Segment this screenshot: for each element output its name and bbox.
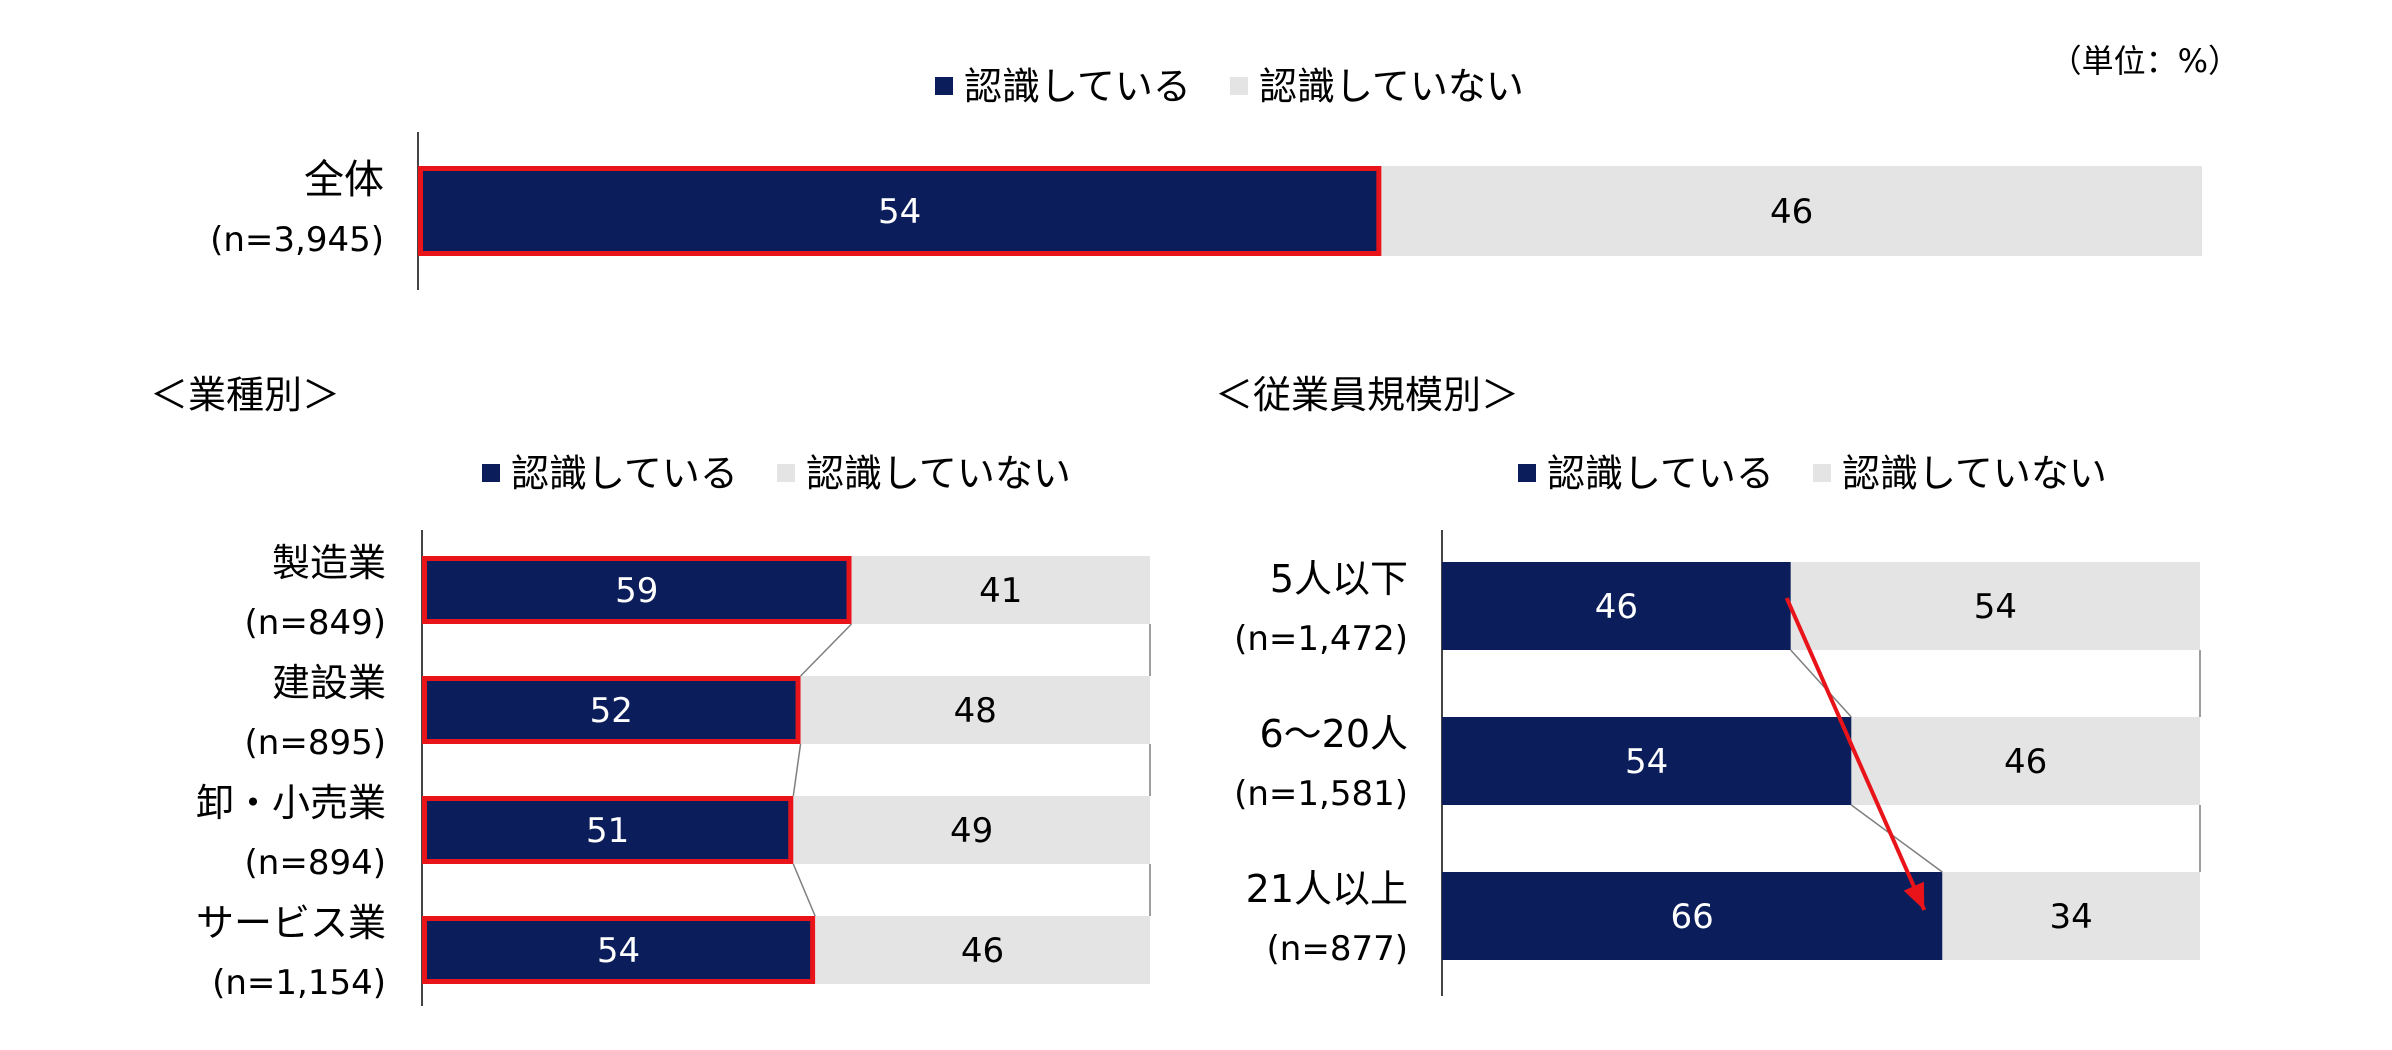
industry-value-label-recognize: 52: [590, 691, 633, 731]
industry-bar-not-recognize: [800, 676, 1150, 744]
industry-sample-size-label: (n=1,154): [212, 963, 386, 1003]
industry-connector-line: [800, 623, 853, 677]
industry-category-label: 卸・小売業: [196, 781, 386, 825]
size-bar-recognize: [1442, 717, 1852, 805]
industry-connector-line: [792, 743, 802, 797]
size-value-label-recognize: 66: [1671, 897, 1714, 937]
industry-bar-recognize: [422, 556, 852, 624]
industry-legend-swatch-recognize: [482, 464, 500, 482]
industry-value-label-not-recognize: 46: [961, 931, 1004, 971]
industry-connector-line: [792, 863, 816, 917]
industry-legend-label-not-recognize: 認識していない: [806, 452, 1071, 496]
size-sample-size-label: (n=877): [1267, 929, 1408, 969]
industry-bar-not-recognize: [793, 796, 1150, 864]
overall-value-label-not-recognize: 46: [1770, 192, 1813, 232]
size-sample-size-label: (n=1,472): [1234, 619, 1408, 659]
industry-value-label-not-recognize: 49: [950, 811, 993, 851]
size-connector-line: [1850, 804, 1943, 873]
trend-arrow-head: [1903, 881, 1925, 910]
overall-legend-label-recognize: 認識している: [964, 65, 1191, 109]
industry-legend-swatch-not-recognize: [777, 464, 795, 482]
trend-arrow-line: [1784, 597, 1927, 911]
overall-bar-recognize: [418, 166, 1382, 256]
industry-sample-size-label: (n=895): [245, 723, 386, 763]
industry-category-label: 建設業: [272, 661, 386, 705]
size-connector-line: [1790, 649, 1852, 718]
industry-value-label-not-recognize: 41: [979, 571, 1022, 611]
industry-bar-recognize: [422, 796, 794, 864]
overall-value-label-recognize: 54: [878, 192, 921, 232]
size-value-label-not-recognize: 34: [2050, 897, 2093, 937]
industry-sample-size-label: (n=894): [245, 843, 386, 883]
size-section-title: ＜従業員規模別＞: [1215, 373, 1519, 417]
size-bar-not-recognize: [1851, 717, 2200, 805]
unit-label: （単位：%）: [2050, 42, 2240, 80]
size-bar-not-recognize: [1942, 872, 2200, 960]
overall-legend-swatch-not-recognize: [1230, 77, 1248, 95]
industry-legend-label-recognize: 認識している: [511, 452, 738, 496]
size-category-label: 21人以上: [1246, 867, 1408, 911]
size-sample-size-label: (n=1,581): [1234, 774, 1408, 814]
industry-value-label-recognize: 59: [615, 571, 658, 611]
industry-sample-size-label: (n=849): [245, 603, 386, 643]
industry-category-label: サービス業: [196, 901, 386, 945]
overall-legend-swatch-recognize: [935, 77, 953, 95]
size-legend-swatch-recognize: [1518, 464, 1536, 482]
overall-bar-not-recognize: [1381, 166, 2202, 256]
industry-value-label-recognize: 51: [586, 811, 629, 851]
industry-bar-not-recognize: [851, 556, 1150, 624]
industry-value-label-not-recognize: 48: [954, 691, 997, 731]
size-category-label: 5人以下: [1270, 557, 1408, 601]
overall-sample-size-label: (n=3,945): [210, 220, 384, 260]
size-bar-not-recognize: [1790, 562, 2200, 650]
industry-bar-recognize: [422, 676, 801, 744]
size-legend-label-not-recognize: 認識していない: [1842, 452, 2107, 496]
overall-category-label: 全体: [304, 157, 384, 203]
industry-value-label-recognize: 54: [597, 931, 640, 971]
size-legend-swatch-not-recognize: [1813, 464, 1831, 482]
industry-section-title: ＜業種別＞: [150, 373, 340, 417]
size-legend-label-recognize: 認識している: [1547, 452, 1774, 496]
size-bar-recognize: [1442, 562, 1791, 650]
size-value-label-not-recognize: 54: [1974, 587, 2017, 627]
industry-bar-recognize: [422, 916, 816, 984]
industry-category-label: 製造業: [272, 541, 386, 585]
overall-legend-label-not-recognize: 認識していない: [1259, 65, 1524, 109]
size-value-label-recognize: 54: [1625, 742, 1668, 782]
size-value-label-not-recognize: 46: [2004, 742, 2047, 782]
size-category-label: 6〜20人: [1259, 712, 1408, 756]
industry-bar-not-recognize: [815, 916, 1150, 984]
size-value-label-recognize: 46: [1595, 587, 1638, 627]
size-bar-recognize: [1442, 872, 1943, 960]
